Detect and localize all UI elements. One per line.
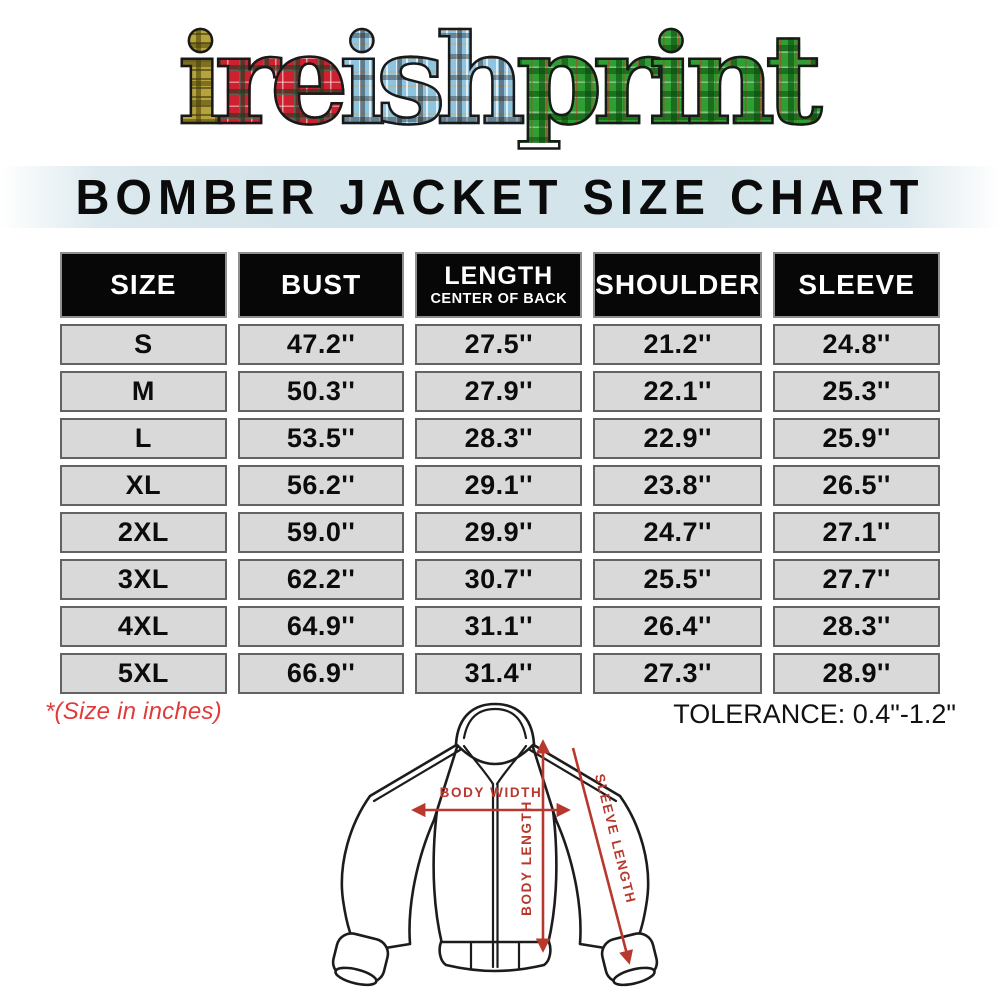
- bust-value-cell: 66.9'': [237, 653, 405, 694]
- body-length-label: BODY LENGTH: [519, 800, 534, 916]
- tolerance-note: TOLERANCE: 0.4"-1.2": [673, 699, 956, 729]
- shoulder-value-cell: 22.9'': [593, 418, 763, 459]
- size-cell: XL: [60, 465, 227, 506]
- size-cell: 4XL: [60, 606, 227, 647]
- shoulder-value-cell: 26.4'': [593, 606, 763, 647]
- column-header-sleeve: SLEEVE: [773, 252, 940, 318]
- sleeve-value-cell: 25.9'': [773, 418, 940, 459]
- logo-letter: s: [375, 8, 447, 153]
- jacket-measurement-diagram: BODY WIDTH BODY LENGTH SLEEVE LENGTH: [330, 698, 670, 1000]
- logo-letter: r: [213, 8, 281, 153]
- length-value-cell: 29.1'': [415, 465, 583, 506]
- neck-v-lines: [462, 744, 528, 786]
- column-header-label: SHOULDER: [595, 269, 761, 301]
- length-value-cell: 31.4'': [415, 653, 583, 694]
- body-width-label: BODY WIDTH: [440, 785, 543, 800]
- column-header-label: BUST: [280, 269, 362, 301]
- size-cell: S: [60, 324, 227, 365]
- shoulder-value-cell: 27.3'': [593, 653, 763, 694]
- logo-letter: n: [684, 8, 777, 153]
- length-value-cell: 31.1'': [415, 606, 583, 647]
- bust-value-cell: 59.0'': [237, 512, 405, 553]
- bust-value-cell: 50.3'': [237, 371, 405, 412]
- shoulder-value-cell: 25.5'': [593, 559, 763, 600]
- hem-rib-lines: [469, 941, 521, 971]
- logo-letter: h: [435, 8, 528, 153]
- size-cell: L: [60, 418, 227, 459]
- size-cell: M: [60, 371, 227, 412]
- sleeve-value-cell: 24.8'': [773, 324, 940, 365]
- sleeve-value-cell: 27.7'': [773, 559, 940, 600]
- column-header-length: LENGTH CENTER OF BACK: [415, 252, 583, 318]
- title-banner: BOMBER JACKET SIZE CHART: [0, 166, 1000, 228]
- length-value-cell: 30.7'': [415, 559, 583, 600]
- bust-value-cell: 47.2'': [237, 324, 405, 365]
- logo-letter: e: [269, 8, 350, 153]
- page-title: BOMBER JACKET SIZE CHART: [75, 168, 925, 225]
- jacket-hem: [438, 940, 552, 973]
- collar-rib-line: [462, 707, 528, 740]
- shoulder-value-cell: 24.7'': [593, 512, 763, 553]
- sleeve-value-cell: 27.1'': [773, 512, 940, 553]
- size-cell: 3XL: [60, 559, 227, 600]
- column-header-size: SIZE: [60, 252, 227, 318]
- shoulder-value-cell: 22.1'': [593, 371, 763, 412]
- sleeve-value-cell: 28.9'': [773, 653, 940, 694]
- length-value-cell: 28.3'': [415, 418, 583, 459]
- shoulder-value-cell: 23.8'': [593, 465, 763, 506]
- logo-letter: p: [515, 8, 604, 153]
- sleeve-value-cell: 25.3'': [773, 371, 940, 412]
- length-value-cell: 29.9'': [415, 512, 583, 553]
- bust-value-cell: 56.2'': [237, 465, 405, 506]
- column-header-label: SLEEVE: [798, 269, 915, 301]
- bust-value-cell: 53.5'': [237, 418, 405, 459]
- size-table: SIZE BUST LENGTH CENTER OF BACK SHOULDER SLEE…: [60, 252, 940, 694]
- column-header-shoulder: SHOULDER: [593, 252, 763, 318]
- jacket-collar: [454, 702, 536, 766]
- size-unit-note: *(Size in inches): [45, 698, 222, 725]
- logo-letter: r: [591, 8, 659, 153]
- shoulder-value-cell: 21.2'': [593, 324, 763, 365]
- column-header-label: LENGTH: [444, 262, 554, 291]
- bust-value-cell: 64.9'': [237, 606, 405, 647]
- jacket-body: [432, 742, 558, 946]
- bust-value-cell: 62.2'': [237, 559, 405, 600]
- length-value-cell: 27.9'': [415, 371, 583, 412]
- jacket-diagram-svg: BODY WIDTH BODY LENGTH SLEEVE LENGTH: [331, 702, 659, 987]
- sleeve-value-cell: 26.5'': [773, 465, 940, 506]
- column-header-bust: BUST: [237, 252, 405, 318]
- logo-letter: t: [764, 8, 824, 153]
- jacket-left-cuff: [331, 932, 390, 987]
- length-value-cell: 27.5'': [415, 324, 583, 365]
- size-cell: 2XL: [60, 512, 227, 553]
- column-header-label: SIZE: [110, 269, 177, 301]
- column-header-sublabel: CENTER OF BACK: [430, 290, 568, 307]
- size-cell: 5XL: [60, 653, 227, 694]
- sleeve-length-arrow: [571, 747, 634, 965]
- sleeve-value-cell: 28.3'': [773, 606, 940, 647]
